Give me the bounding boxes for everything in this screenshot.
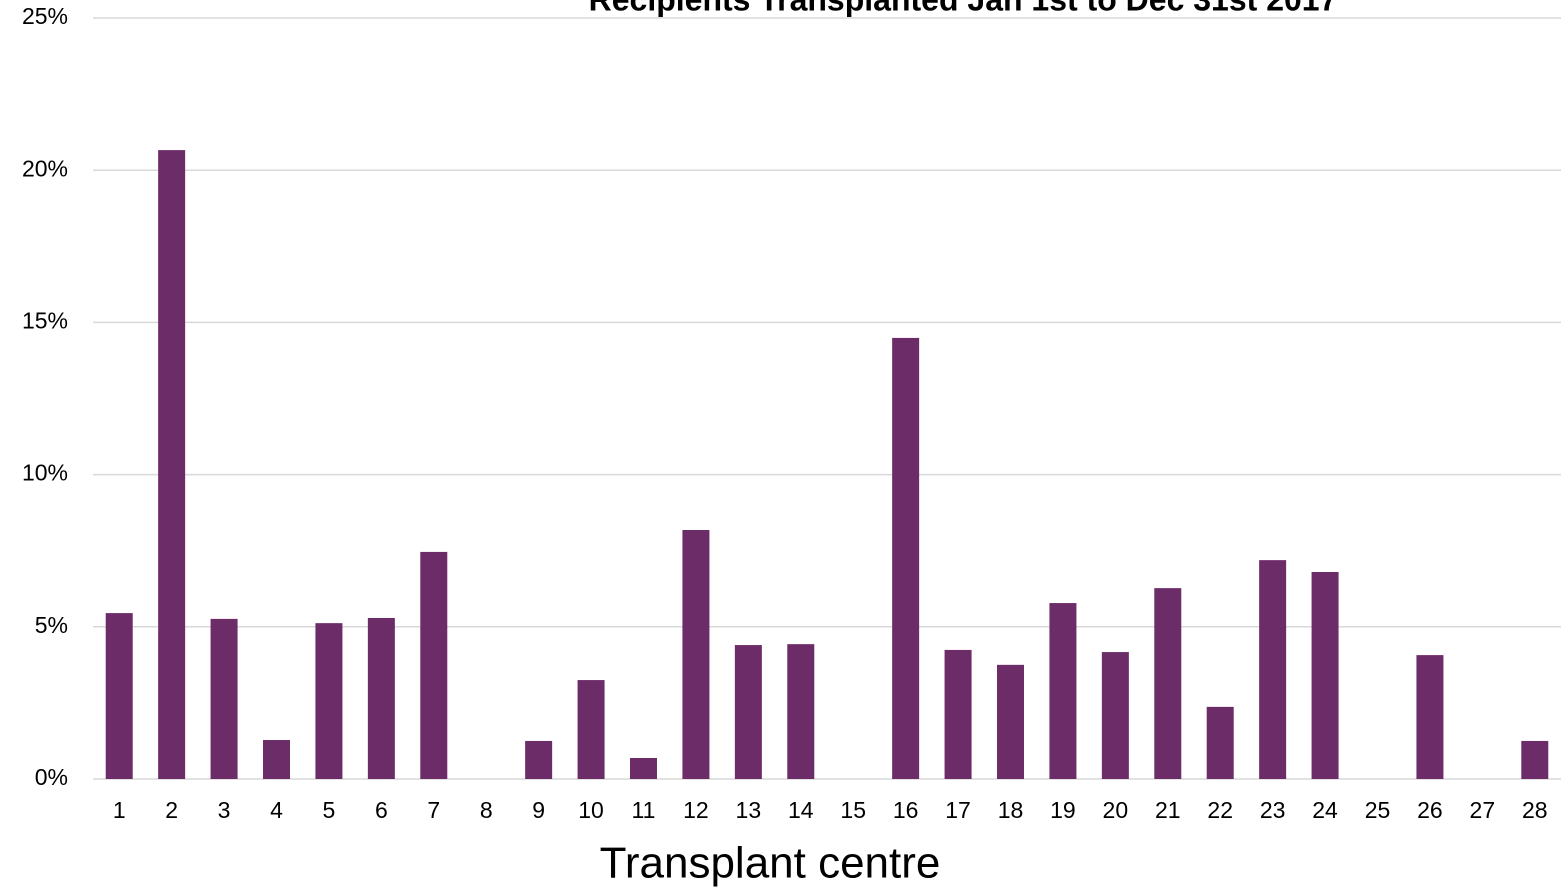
x-tick-label: 2 [165,797,178,823]
y-tick-label: 0% [35,764,68,790]
x-tick-label: 15 [840,797,866,823]
bar [420,551,448,779]
x-tick-label: 3 [218,797,231,823]
bar [682,530,710,779]
x-tick-label: 22 [1207,797,1233,823]
x-tick-label: 23 [1260,797,1286,823]
bar [1154,588,1182,779]
x-tick-label: 8 [480,797,493,823]
bar [787,644,815,779]
x-tick-label: 10 [578,797,604,823]
bar [158,150,186,779]
x-tick-label: 17 [945,797,971,823]
x-tick-label: 28 [1522,797,1548,823]
x-tick-label: 16 [893,797,919,823]
x-tick-label: 12 [683,797,709,823]
y-tick-label: 5% [35,612,68,638]
x-tick-label: 7 [427,797,440,823]
bar [1206,706,1234,779]
x-tick-label: 18 [998,797,1024,823]
chart-title: Recipients Transplanted Jan 1st to Dec 3… [589,0,1338,17]
x-tick-label: 13 [736,797,762,823]
x-tick-label: 6 [375,797,388,823]
x-tick-label: 9 [532,797,545,823]
bar [263,740,290,779]
bar [1521,740,1549,779]
bar [105,613,133,779]
x-tick-label: 26 [1417,797,1443,823]
x-tick-label: 4 [270,797,283,823]
x-tick-label: 21 [1155,797,1181,823]
bar [892,337,920,779]
bar [1416,655,1444,779]
x-tick-label: 24 [1312,797,1338,823]
x-tick-label: 1 [113,797,126,823]
x-tick-label: 11 [632,797,656,823]
bar [997,664,1024,779]
bar [577,680,605,779]
x-tick-label: 5 [323,797,336,823]
bar [630,757,657,779]
x-tick-label: 19 [1050,797,1076,823]
x-tick-label: 27 [1470,797,1496,823]
bar [944,649,972,779]
y-tick-label: 25% [22,3,68,29]
y-tick-label: 20% [22,155,68,181]
bar [1101,652,1129,779]
bar [525,740,553,779]
x-tick-label: 20 [1103,797,1129,823]
bar [1259,560,1287,779]
bar [1311,572,1339,779]
x-tick-label: 14 [788,797,814,823]
x-tick-label: 25 [1365,797,1391,823]
y-tick-label: 15% [22,307,68,333]
bar [210,618,238,779]
x-axis-label: Transplant centre [600,839,941,888]
bar [367,617,395,779]
bar [734,645,762,779]
y-tick-label: 10% [22,460,68,486]
bar [1049,603,1077,779]
bar [315,623,343,779]
